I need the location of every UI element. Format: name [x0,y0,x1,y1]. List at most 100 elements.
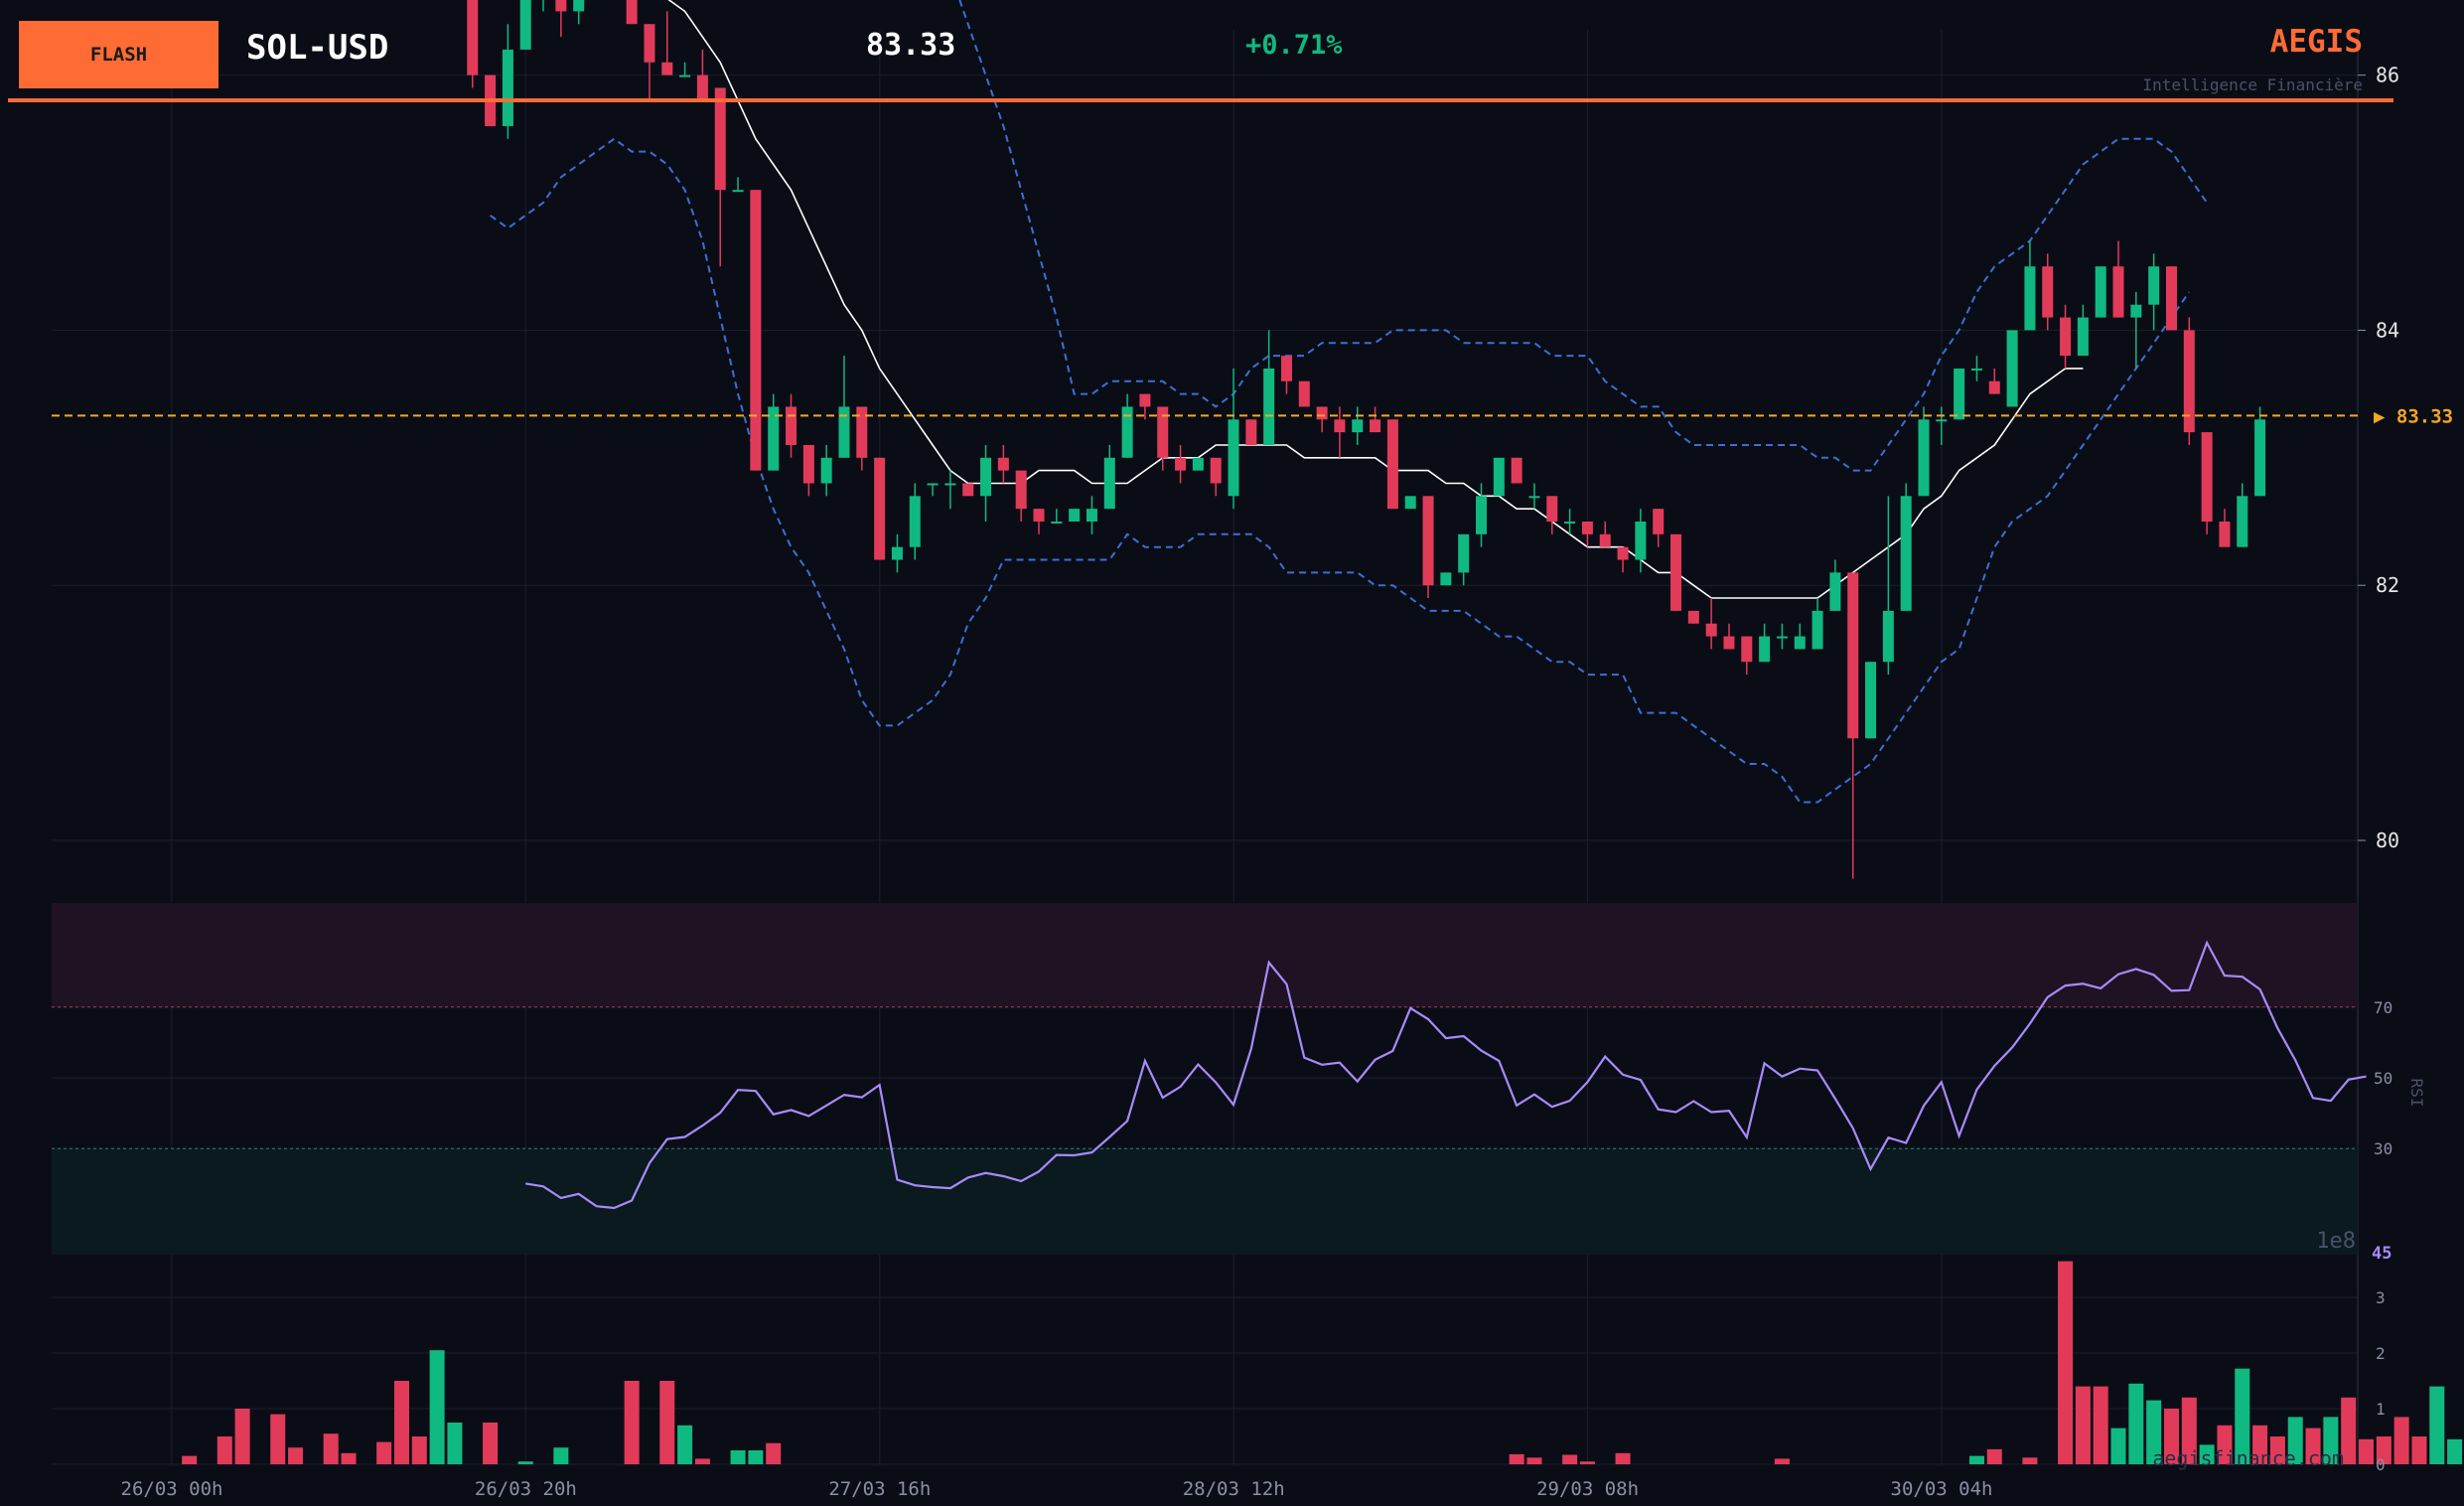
candle-body [750,190,762,471]
volume-bar [1986,1448,2002,1464]
candle-body [997,457,1009,471]
candle-body [1228,419,1239,497]
volume-bar [2411,1436,2427,1464]
volume-offset-text: 1e8 [2316,1229,2356,1254]
candle-body [1298,380,1310,407]
volume-bar [2181,1397,2197,1464]
price-change: +0.71% [1245,30,1343,61]
volume-tick-label: 3 [2376,1288,2386,1307]
candle-body [1015,470,1027,510]
volume-bar [182,1455,198,1464]
candle-body [1404,496,1416,510]
candle-body [2165,266,2177,331]
volume-bar [694,1458,710,1464]
candle-body [1121,406,1133,458]
volume-bar [1968,1455,1984,1464]
brand-tagline: Intelligence Financière [2142,75,2363,94]
candle-body [1086,509,1097,522]
candle-body [1528,496,1540,499]
volume-bar [2217,1425,2233,1464]
candle-body [679,75,691,77]
candle-body [1546,496,1558,522]
candle-body [1759,636,1771,663]
x-tick-label: 26/03 00h [121,1478,223,1500]
volume-bar [2447,1438,2463,1464]
candle-body [2024,266,2036,331]
candles [467,0,2266,879]
volume-bar [2146,1400,2162,1464]
candle-body [1988,380,2000,394]
volume-bar [2376,1436,2392,1464]
candle-body [1776,636,1788,639]
candle-body [1139,393,1151,407]
price-tick-label: 80 [2376,828,2399,852]
candle-body [661,62,673,75]
candle-body [1812,610,1823,650]
volume-bar [2269,1436,2285,1464]
upper-band-line [958,0,2208,472]
candle-body [1493,457,1505,497]
candle-body [573,0,585,12]
volume-bar [2128,1383,2144,1464]
volume-bar [1526,1457,1542,1464]
candle-body [2077,317,2089,357]
candle-body [1263,368,1275,445]
volume-bar [624,1381,640,1464]
volume-bar [270,1414,286,1464]
volume-bar [2341,1397,2357,1464]
moving-average [667,0,2084,599]
flash-badge: FLASH [19,21,218,88]
volume-panel [182,1261,2463,1464]
volume-bar [447,1423,463,1464]
candle-body [1103,457,1115,510]
rsi-last-value: 45 [2372,1244,2392,1264]
candle-body [2060,317,2072,357]
volume-bar [2252,1425,2268,1464]
candle-body [1245,419,1257,445]
candle-body [1334,419,1346,433]
rsi-axis-label: RSI [2407,1079,2426,1108]
candle-body [1900,496,1912,611]
volume-bar [411,1436,427,1464]
candle-body [1564,522,1576,524]
candle-body [2095,266,2106,318]
volume-bar [766,1442,782,1464]
candle-body [555,0,567,12]
candle-body [1653,509,1665,534]
candle-body [1847,572,1859,739]
candle-body [1687,610,1699,624]
candle-body [768,406,780,471]
candle-body [2254,419,2266,497]
axes: 808284868890305070RSI4501231e8aegisfinan… [121,64,2426,1500]
volume-bar [2429,1386,2445,1464]
rsi-tick-label: 70 [2374,998,2392,1017]
volume-bar [553,1447,569,1464]
candle-body [1954,368,1965,420]
candle-body [2201,432,2213,522]
candle-body [980,457,992,497]
rsi-panel [525,940,2367,1210]
volume-bar [2287,1417,2303,1464]
volume-bar [2058,1261,2074,1464]
candle-body [1617,546,1629,560]
candle-body [502,49,513,126]
x-tick-label: 30/03 04h [1891,1478,1993,1500]
header-divider [8,98,2393,102]
volume-bar [217,1436,232,1464]
candle-body [1936,419,1948,422]
volume-bar [748,1450,764,1464]
price-tick-label: 82 [2376,573,2399,597]
price-tick-label: 86 [2376,64,2399,87]
candle-body [786,406,797,445]
candle-body [1829,572,1841,611]
oversold-zone [52,1148,2358,1255]
volume-tick-label: 2 [2376,1344,2386,1363]
volume-bar [393,1381,409,1464]
candle-body [1635,522,1647,560]
candle-body [2148,266,2160,305]
candle-body [2183,330,2195,433]
x-tick-label: 29/03 08h [1536,1478,1639,1500]
candle-body [1051,522,1063,524]
candle-body [467,0,479,75]
